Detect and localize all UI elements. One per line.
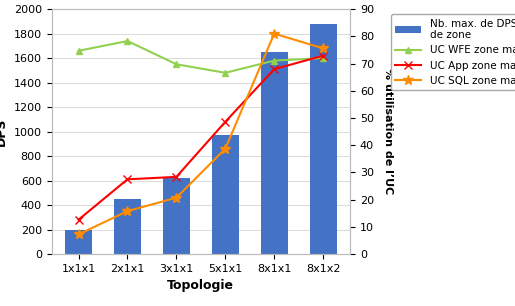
Bar [65, 230, 92, 254]
Bar [114, 199, 141, 254]
Bar [310, 24, 337, 254]
Legend: Nb. max. de DPS
de zone, UC WFE zone max, UC App zone max, UC SQL zone max: Nb. max. de DPS de zone, UC WFE zone max… [391, 14, 515, 90]
Bar [163, 178, 190, 254]
Bar [212, 135, 239, 254]
Bar [261, 52, 288, 254]
Y-axis label: DPS: DPS [0, 118, 8, 146]
X-axis label: Topologie: Topologie [167, 279, 234, 292]
Y-axis label: % utilisation de l’UC: % utilisation de l’UC [384, 69, 393, 195]
